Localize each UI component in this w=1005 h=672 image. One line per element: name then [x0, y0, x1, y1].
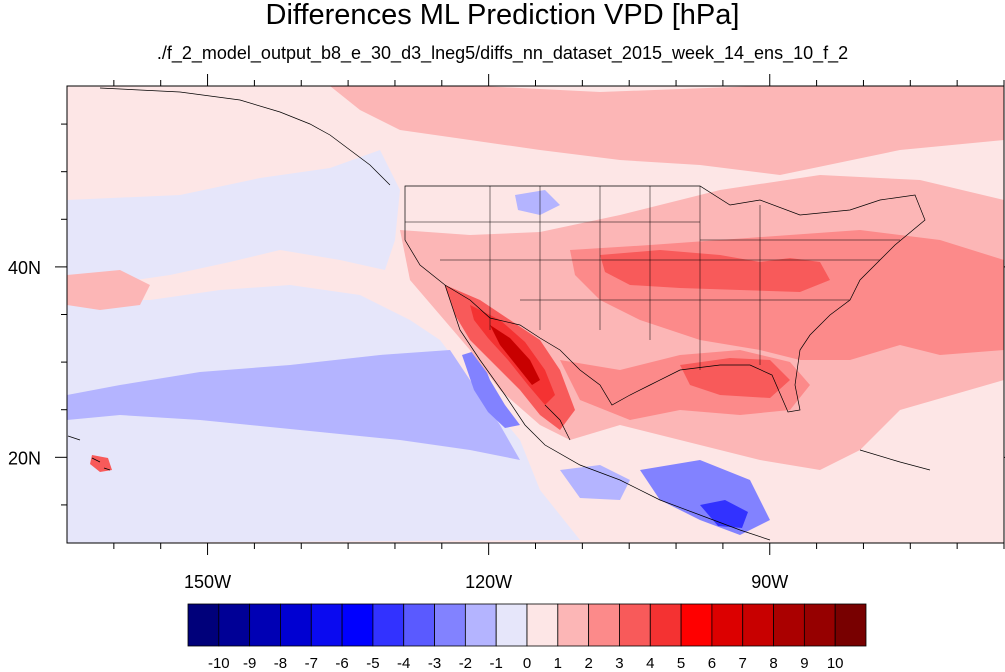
- colorbar-swatch: [649, 603, 682, 647]
- region-northwest-pacific: [67, 150, 400, 290]
- colorbar-label: 5: [677, 655, 685, 672]
- colorbar-label: 10: [827, 655, 844, 672]
- region-plains-core: [600, 250, 830, 292]
- colorbar-swatch: [711, 603, 744, 647]
- region-subtropical-pacific: [67, 350, 520, 460]
- colorbar-swatch: [249, 603, 281, 647]
- colorbar-swatch: [372, 603, 405, 647]
- colorbar-swatch: [403, 603, 435, 647]
- region-atlantic-pos: [880, 305, 1004, 355]
- colorbar-swatch: [588, 603, 620, 647]
- colorbar-swatch: [803, 603, 836, 647]
- colorbar-swatch: [464, 603, 497, 647]
- region-east-pacific-pos: [67, 270, 150, 310]
- region-desert-southwest-peak: [490, 325, 540, 385]
- chart-subtitle: ./f_2_model_output_b8_e_30_d3_lneg5/diff…: [156, 43, 849, 63]
- region-gulf-coast-core: [680, 358, 790, 398]
- map-area: [67, 86, 1004, 543]
- colorbar-label: 2: [584, 655, 592, 672]
- region-central-america-core: [700, 500, 748, 528]
- colorbar-swatch: [619, 603, 651, 647]
- colorbar-label: -6: [335, 655, 348, 672]
- colorbar-swatch: [218, 603, 251, 647]
- coastlines: [67, 87, 931, 541]
- colorbar-swatch: [773, 603, 805, 647]
- colorbar-label: 6: [708, 655, 716, 672]
- x-tick-label: 90W: [751, 572, 788, 592]
- region-northern-rockies-neg: [515, 190, 560, 215]
- x-tick-label: 120W: [465, 572, 512, 592]
- chart-title: Differences ML Prediction VPD [hPa]: [265, 0, 740, 31]
- colorbar: [187, 603, 867, 647]
- y-tick-label: 20N: [8, 448, 41, 468]
- colorbar-swatch: [557, 603, 590, 647]
- colorbar-label: -8: [274, 655, 287, 672]
- colorbar-label: -7: [305, 655, 318, 672]
- colorbar-swatch: [834, 603, 867, 647]
- us-outline: [404, 185, 926, 413]
- colorbar-label: 1: [554, 655, 562, 672]
- region-canada-north: [330, 86, 1004, 175]
- colorbar-label: -3: [428, 655, 441, 672]
- colorbar-label: -10: [208, 655, 230, 672]
- colorbar-label: 0: [523, 655, 531, 672]
- colorbar-labels: -10 -9 -8 -7 -6 -5 -4 -3 -2 -1 0 1 2 3 4 5 6 7 8 9 10: [208, 655, 844, 672]
- colorbar-swatch: [680, 603, 713, 647]
- colorbar-label: -9: [243, 655, 256, 672]
- colorbar-label: 7: [739, 655, 747, 672]
- state-lines: [405, 186, 900, 370]
- colorbar-label: 4: [646, 655, 654, 672]
- colorbar-label: -5: [366, 655, 379, 672]
- region-baja-coast: [462, 350, 520, 428]
- colorbar-label: 3: [615, 655, 623, 672]
- colorbar-swatch: [434, 603, 466, 647]
- colorbar-swatch: [742, 603, 774, 647]
- colorbar-swatch: [526, 603, 559, 647]
- colorbar-swatch: [187, 603, 220, 647]
- x-tick-label: 150W: [184, 572, 231, 592]
- region-hawaii-pos: [90, 455, 112, 472]
- colorbar-label: 9: [800, 655, 808, 672]
- axis-tick-labels: 150W 120W 90W 40N 20N: [8, 258, 788, 592]
- region-gulf-of-california-neg: [560, 465, 630, 500]
- colorbar-label: -2: [459, 655, 472, 672]
- colorbar-swatch: [341, 603, 374, 647]
- colorbar-swatch: [495, 603, 528, 647]
- colorbar-swatch: [310, 603, 343, 647]
- colorbar-label: 8: [769, 655, 777, 672]
- colorbar-label: -4: [397, 655, 410, 672]
- colorbar-label: -1: [490, 655, 503, 672]
- y-tick-label: 40N: [8, 258, 41, 278]
- colorbar-swatch: [280, 603, 312, 647]
